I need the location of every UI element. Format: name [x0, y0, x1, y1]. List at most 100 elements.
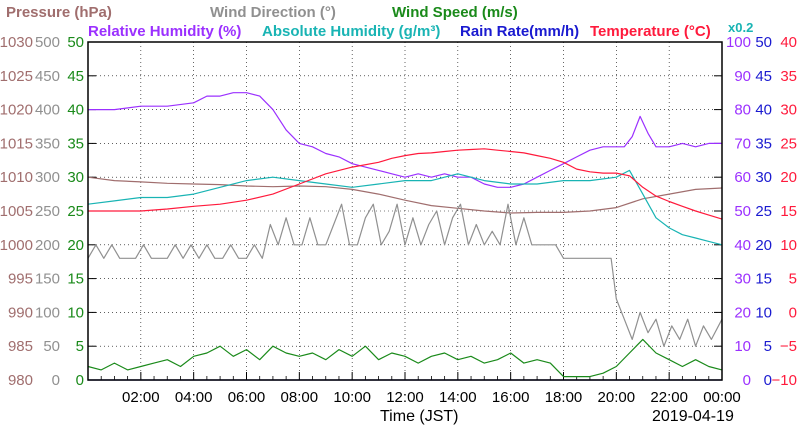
tick-label-temperature: 20: [780, 169, 797, 186]
tick-label-wind-direction: 200: [35, 237, 60, 254]
tick-label-relative-humidity: 90: [734, 68, 751, 85]
series-line-1: [87, 203, 723, 347]
right-axes: 0102030405060708090100051015202530354045…: [726, 34, 797, 389]
x-tick-label: 12:00: [386, 389, 424, 406]
tick-label-temperature: −10: [772, 372, 797, 389]
chart-date: 2019-04-19: [652, 408, 734, 425]
absolute-humidity-factor: x0.2: [728, 20, 753, 35]
tick-label-temperature: −5: [780, 338, 797, 355]
x-tick-label: 18:00: [545, 389, 583, 406]
tick-label-wind-speed: 5: [76, 338, 84, 355]
tick-label-rain-rate: 10: [755, 304, 772, 321]
x-tick-label: 00:00: [703, 389, 741, 406]
tick-label-wind-speed: 30: [67, 169, 84, 186]
tick-label-wind-direction: 450: [35, 68, 60, 85]
tick-label-rain-rate: 40: [755, 102, 772, 119]
tick-label-relative-humidity: 100: [726, 34, 751, 51]
tick-label-wind-speed: 15: [67, 271, 84, 288]
x-axis-label: Time (JST): [380, 408, 459, 425]
legend-rain-rate: Rain Rate(mm/h): [460, 23, 579, 40]
tick-label-rain-rate: 5: [764, 338, 772, 355]
tick-label-wind-speed: 0: [76, 372, 84, 389]
tick-label-wind-speed: 50: [67, 34, 84, 51]
tick-label-rain-rate: 15: [755, 271, 772, 288]
tick-label-wind-direction: 500: [35, 34, 60, 51]
tick-label-relative-humidity: 60: [734, 169, 751, 186]
series-line-6: [88, 148, 723, 220]
tick-label-wind-direction: 50: [43, 338, 60, 355]
tick-label-relative-humidity: 10: [734, 338, 751, 355]
tick-label-temperature: 40: [780, 34, 797, 51]
legend-row-2: Relative Humidity (%) Absolute Humidity …: [88, 20, 753, 40]
tick-label-pressure: 1000: [0, 237, 33, 254]
tick-label-rain-rate: 20: [755, 237, 772, 254]
tick-label-temperature: 25: [780, 135, 797, 152]
legend-row-1: Pressure (hPa) Wind Direction (°) Wind S…: [6, 4, 518, 21]
tick-label-wind-speed: 35: [67, 135, 84, 152]
series-line-4: [87, 169, 723, 246]
tick-label-wind-direction: 400: [35, 102, 60, 119]
tick-label-temperature: 10: [780, 237, 797, 254]
x-tick-label: 04:00: [175, 389, 213, 406]
tick-label-temperature: 15: [780, 203, 797, 220]
tick-label-pressure: 995: [8, 271, 33, 288]
left-axes: 9809859909951000100510101015102010251030…: [0, 34, 722, 389]
tick-label-wind-speed: 25: [67, 203, 84, 220]
tick-label-rain-rate: 45: [755, 68, 772, 85]
legend-temperature: Temperature (°C): [590, 23, 711, 40]
legend-relative-humidity: Relative Humidity (%): [88, 23, 241, 40]
tick-label-pressure: 1030: [0, 34, 33, 51]
tick-label-wind-speed: 40: [67, 102, 84, 119]
tick-label-wind-direction: 0: [52, 372, 60, 389]
x-tick-label: 14:00: [439, 389, 477, 406]
tick-label-temperature: 35: [780, 68, 797, 85]
tick-label-wind-speed: 20: [67, 237, 84, 254]
tick-label-relative-humidity: 80: [734, 102, 751, 119]
tick-label-wind-direction: 150: [35, 271, 60, 288]
tick-label-rain-rate: 30: [755, 169, 772, 186]
x-tick-label: 06:00: [228, 389, 266, 406]
series-line-3: [88, 92, 722, 188]
tick-label-pressure: 1005: [0, 203, 33, 220]
tick-label-pressure: 1025: [0, 68, 33, 85]
legend-absolute-humidity: Absolute Humidity (g/m³): [262, 23, 440, 40]
tick-label-wind-direction: 350: [35, 135, 60, 152]
x-tick-label: 16:00: [492, 389, 530, 406]
tick-label-relative-humidity: 30: [734, 271, 751, 288]
tick-label-wind-speed: 45: [67, 68, 84, 85]
plot-frame: [87, 41, 723, 381]
tick-label-relative-humidity: 20: [734, 304, 751, 321]
tick-label-rain-rate: 50: [755, 34, 772, 51]
tick-label-rain-rate: 25: [755, 203, 772, 220]
tick-label-rain-rate: 0: [764, 372, 772, 389]
tick-label-wind-direction: 300: [35, 169, 60, 186]
legend-wind-speed: Wind Speed (m/s): [392, 4, 518, 21]
x-tick-label: 10:00: [333, 389, 371, 406]
tick-label-pressure: 1010: [0, 169, 33, 186]
tick-label-pressure: 990: [8, 304, 33, 321]
tick-label-temperature: 0: [789, 304, 797, 321]
series-line-2: [87, 338, 723, 378]
x-tick-label: 22:00: [650, 389, 688, 406]
tick-label-relative-humidity: 40: [734, 237, 751, 254]
tick-label-rain-rate: 35: [755, 135, 772, 152]
tick-label-relative-humidity: 50: [734, 203, 751, 220]
tick-label-relative-humidity: 0: [743, 372, 751, 389]
tick-label-wind-direction: 100: [35, 304, 60, 321]
tick-label-relative-humidity: 70: [734, 135, 751, 152]
tick-label-pressure: 980: [8, 372, 33, 389]
legend-pressure: Pressure (hPa): [6, 4, 112, 21]
x-tick-label: 08:00: [281, 389, 319, 406]
x-tick-label: 20:00: [598, 389, 636, 406]
tick-label-temperature: 5: [789, 271, 797, 288]
tick-label-wind-speed: 10: [67, 304, 84, 321]
legend-wind-direction: Wind Direction (°): [210, 4, 336, 21]
tick-label-wind-direction: 250: [35, 203, 60, 220]
tick-label-pressure: 1015: [0, 135, 33, 152]
tick-label-temperature: 30: [780, 102, 797, 119]
series-line-0: [87, 176, 723, 214]
x-tick-label: 02:00: [122, 389, 160, 406]
tick-label-pressure: 985: [8, 338, 33, 355]
tick-label-pressure: 1020: [0, 102, 33, 119]
